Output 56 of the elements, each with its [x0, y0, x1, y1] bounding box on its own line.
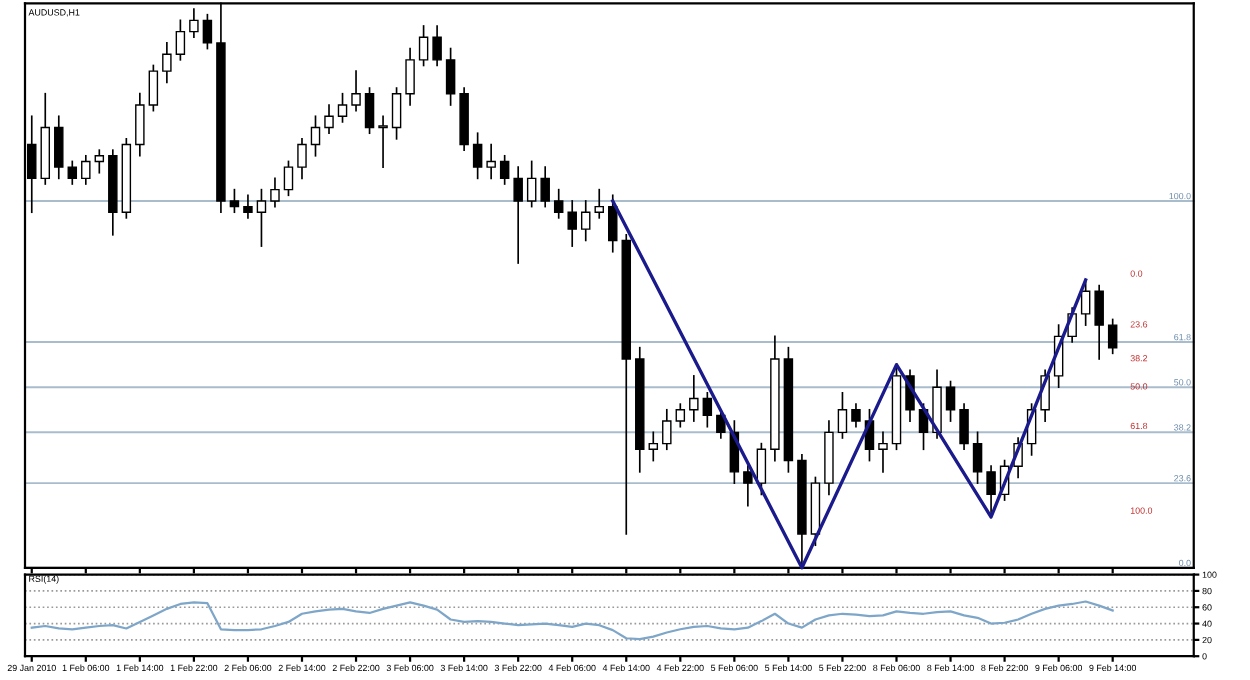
candlestick [324, 104, 334, 135]
candlestick [594, 188, 604, 219]
candlestick [608, 194, 618, 253]
candlestick [472, 132, 483, 180]
candlestick [743, 465, 753, 507]
candlestick [270, 177, 280, 208]
candlestick [135, 92, 145, 157]
candlestick [202, 13, 213, 50]
line-series [30, 600, 1114, 641]
candlestick [297, 138, 307, 180]
candlestick [972, 431, 983, 484]
candlestick [932, 369, 942, 439]
candlestick [553, 188, 564, 219]
candlestick [662, 408, 672, 451]
candlestick [486, 143, 496, 180]
candlestick [689, 375, 699, 422]
candlestick [1107, 318, 1118, 355]
candlestick [432, 25, 442, 67]
candlestick [445, 47, 456, 106]
candlestick [229, 188, 240, 214]
candlestick [513, 166, 523, 264]
candlestick [675, 403, 686, 428]
candlestick [351, 70, 361, 112]
candlestick [756, 442, 767, 496]
candlestick [837, 392, 848, 439]
candlestick [391, 87, 402, 140]
candlestick [54, 115, 64, 180]
candlestick [986, 465, 996, 518]
candlestick [959, 403, 969, 451]
candlestick [648, 431, 659, 462]
candlestick [716, 408, 726, 439]
candlestick [337, 92, 348, 123]
candlestick [148, 64, 159, 112]
candlestick [175, 19, 186, 61]
candlestick [364, 87, 375, 135]
candlestick [162, 42, 172, 84]
candlestick [499, 154, 510, 185]
candlestick [256, 188, 267, 247]
candlestick [81, 154, 91, 185]
candlestick [540, 166, 550, 208]
candlestick [567, 200, 577, 247]
candlestick [94, 149, 105, 174]
candlestick [945, 380, 956, 422]
candlestick [243, 194, 253, 219]
candlestick [67, 160, 78, 185]
candlestick [702, 392, 713, 428]
candlestick [418, 25, 429, 67]
candlestick [378, 115, 388, 168]
candlestick [878, 431, 888, 473]
candlestick [1094, 284, 1104, 360]
candlestick [526, 160, 537, 208]
candlestick [851, 403, 861, 428]
candlestick [283, 160, 294, 197]
candlestick [310, 115, 321, 157]
candlestick [580, 200, 591, 242]
candlestick [405, 47, 415, 106]
